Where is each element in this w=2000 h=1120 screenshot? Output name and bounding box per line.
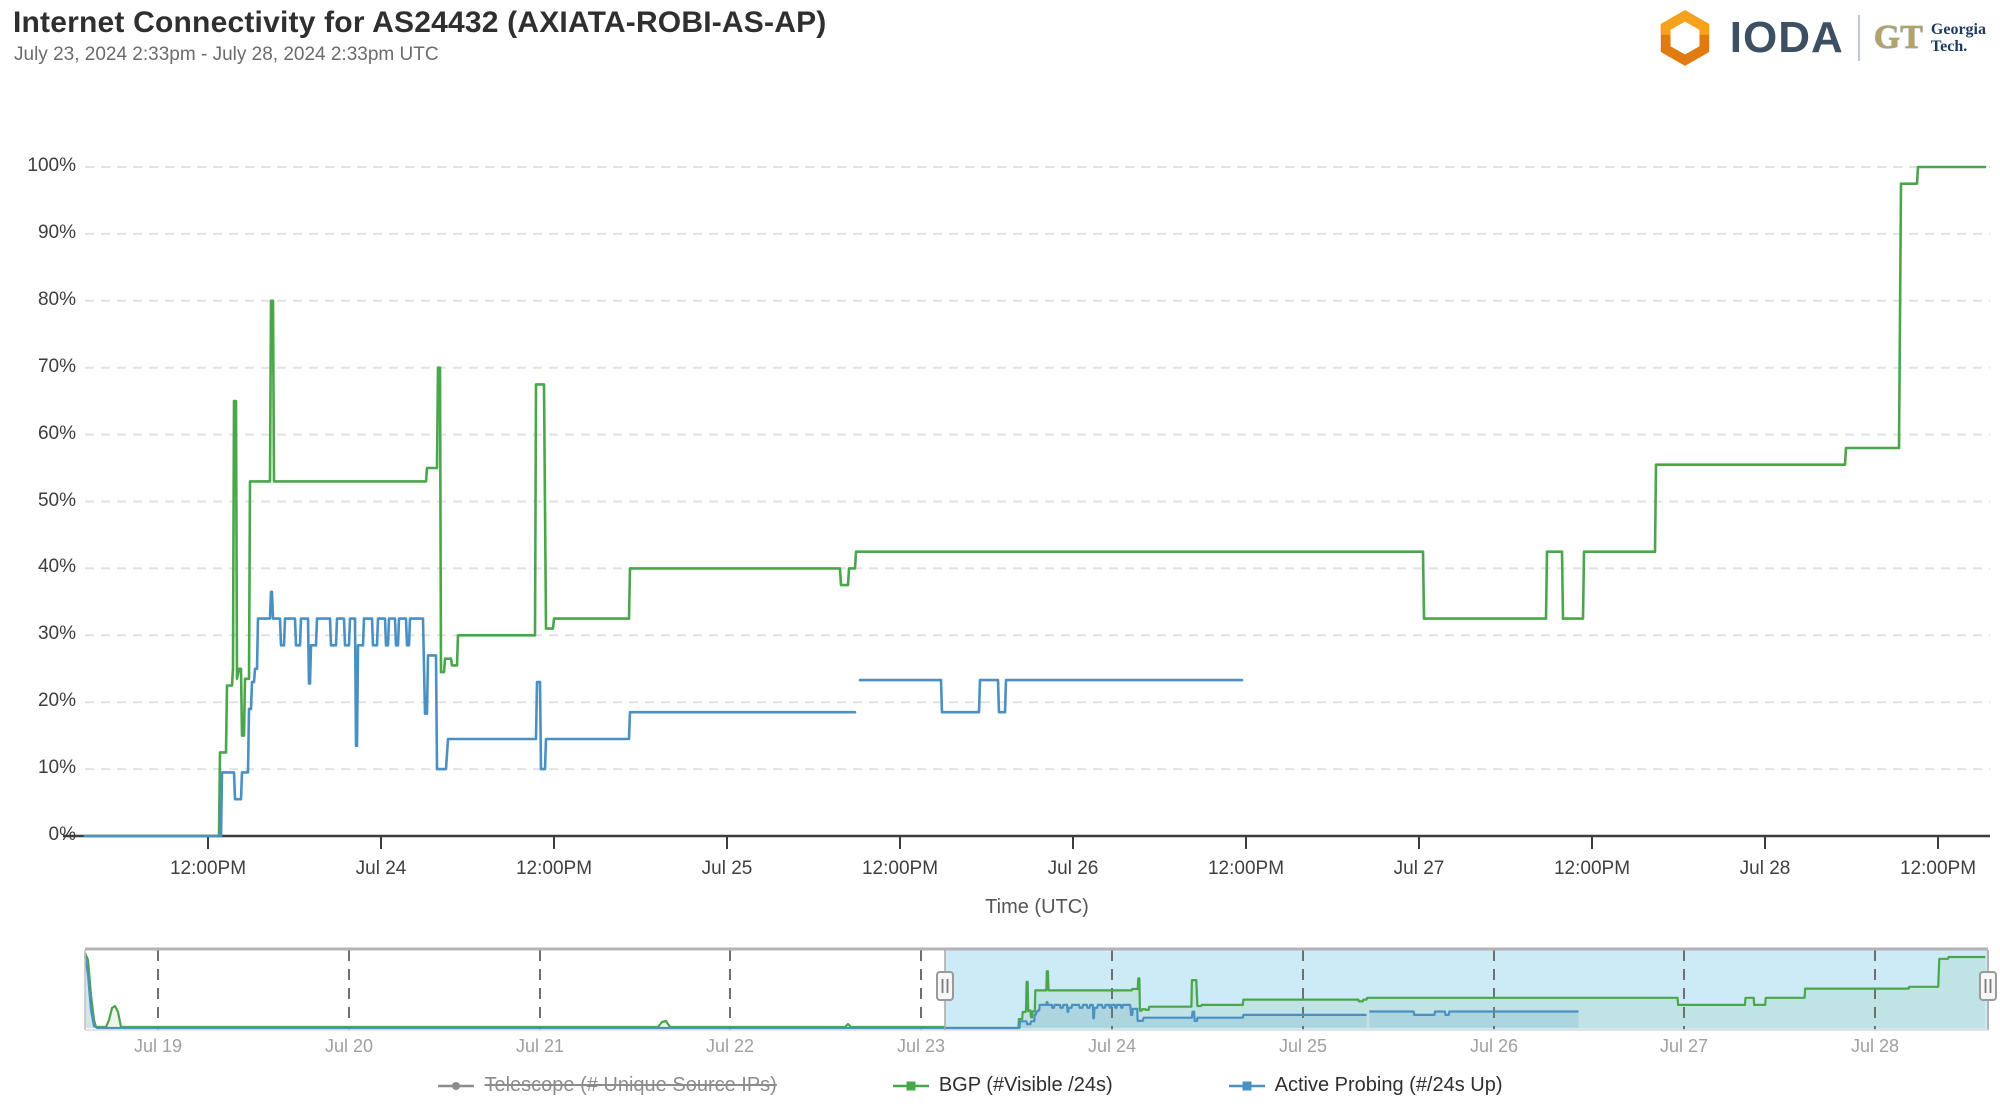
navigator-date-label: Jul 21 [515,1036,565,1056]
x-axis-tick-label: Jul 25 [701,858,753,879]
y-axis-tick-label: 60% [37,422,76,444]
georgia-tech-logo: GT Georgia Tech. [1873,19,1986,56]
y-axis-tick-label: 0% [48,824,76,845]
legend-label: BGP (#Visible /24s) [938,1074,1113,1096]
y-axis-tick-label: 90% [37,221,76,243]
y-axis-tick-label: 70% [37,355,76,377]
y-axis-tick-label: 50% [37,489,76,511]
x-axis-tick-label: Jul 24 [355,858,407,879]
navigator-date-label: Jul 20 [324,1036,374,1056]
navigator-date-label: Jul 23 [896,1036,946,1056]
y-axis-tick-label: 100% [27,155,76,176]
x-axis-tick-label: Jul 27 [1393,858,1445,879]
x-axis-tick-label: 12:00PM [861,858,939,879]
x-axis-tick-label: Jul 26 [1047,858,1099,879]
x-axis-tick-label: 12:00PM [169,858,247,879]
navigator-right-handle[interactable] [1979,971,1997,1001]
legend-item-telescope[interactable]: Telescope (# Unique Source IPs) [437,1074,777,1097]
x-axis-tick-label: 12:00PM [1899,858,1977,879]
navigator-date-label: Jul 19 [133,1036,183,1056]
legend-marker-icon [892,1081,929,1090]
legend-item-active[interactable]: Active Probing (#/24s Up) [1228,1074,1503,1097]
legend-item-bgp[interactable]: BGP (#Visible /24s) [892,1074,1113,1097]
navigator-probing-area [1369,1011,1579,1028]
date-range-subtitle: July 23, 2024 2:33pm - July 28, 2024 2:3… [14,44,439,65]
logo-row: IODA GT Georgia Tech. [1654,8,1986,68]
georgia-tech-text: Georgia Tech. [1930,21,1986,55]
x-axis-tick-label: 12:00PM [515,858,593,879]
gt-mark-icon: GT [1873,19,1923,56]
navigator-date-label: Jul 26 [1469,1036,1519,1056]
navigator-probing-line [1369,1010,1579,1017]
x-axis-tick-label: 12:00PM [1207,858,1285,879]
navigator-left-handle[interactable] [936,971,954,1001]
legend-label: Telescope (# Unique Source IPs) [484,1074,777,1096]
y-axis-tick-label: 40% [37,556,76,578]
navigator-probing-line [83,955,1367,1030]
chart-legend: Telescope (# Unique Source IPs) BGP (#Vis… [0,1074,1940,1097]
logo-divider [1857,15,1860,61]
legend-label: Active Probing (#/24s Up) [1274,1074,1503,1096]
x-axis-title: Time (UTC) [985,896,1089,918]
navigator-bgp-line [83,952,1986,1030]
series-line-active [858,678,1244,714]
ioda-logo-wordmark: IODA [1729,13,1844,62]
y-axis-tick-label: 10% [37,757,76,779]
ioda-logo-icon [1660,10,1709,66]
navigator-date-label: Jul 27 [1659,1036,1709,1056]
legend-marker-icon [1228,1081,1265,1090]
navigator-date-label: Jul 28 [1850,1036,1900,1056]
legend-marker-icon [438,1081,475,1090]
series-line-active [83,590,857,838]
x-axis-tick-label: 12:00PM [1553,858,1631,879]
x-axis-tick-label: Jul 28 [1739,858,1791,879]
y-axis-tick-label: 30% [37,623,76,645]
y-axis-tick-label: 80% [37,288,76,310]
y-axis-tick-label: 20% [37,690,76,712]
navigator-date-label: Jul 25 [1278,1036,1328,1056]
navigator-date-label: Jul 24 [1087,1036,1137,1056]
navigator-bgp-area [85,953,1986,1028]
navigator-probing-area [85,956,1367,1028]
navigator-date-label: Jul 22 [705,1036,755,1056]
page-title: Internet Connectivity for AS24432 (AXIAT… [13,6,827,39]
series-line-bgp [83,165,1987,838]
